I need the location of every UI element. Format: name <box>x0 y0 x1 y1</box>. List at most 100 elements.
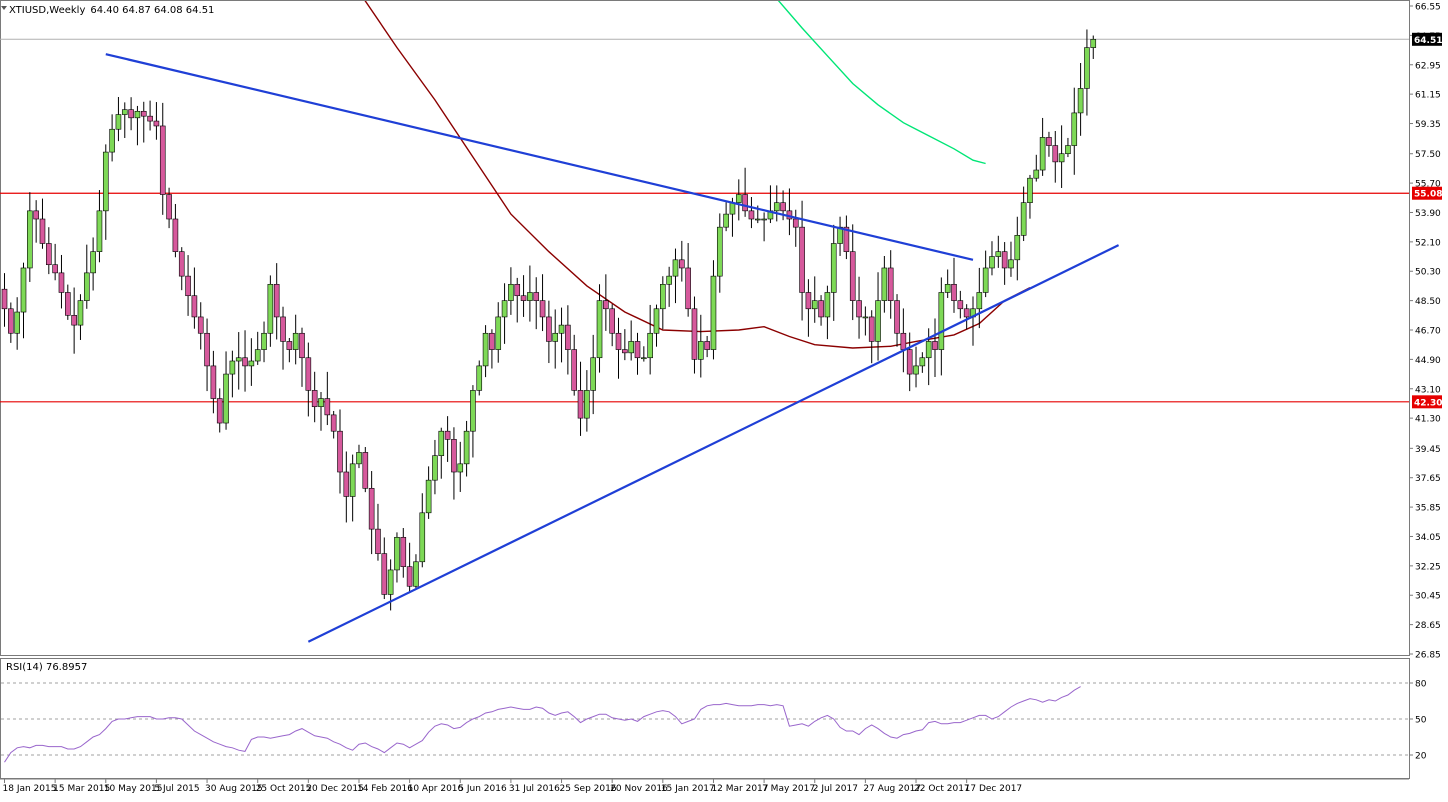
bearish-candle-body <box>451 439 457 473</box>
price-tick-label: 43.10 <box>1415 385 1441 395</box>
candle <box>1027 174 1033 219</box>
bullish-candle-body <box>476 365 483 391</box>
time-tick-label: 2 Jul 2017 <box>813 784 858 794</box>
bullish-candle-body <box>723 213 729 228</box>
support-badge-box <box>1412 395 1442 409</box>
bullish-candle-body <box>558 324 565 334</box>
bearish-candle-body <box>178 251 185 277</box>
candle <box>204 318 210 392</box>
bullish-candle-body <box>1039 137 1046 171</box>
candle <box>805 279 812 337</box>
candle <box>571 334 578 396</box>
bearish-candle-body <box>1052 145 1059 163</box>
candle <box>419 493 426 568</box>
bearish-candle-body <box>375 528 381 554</box>
candle <box>83 244 90 309</box>
candle <box>862 306 869 336</box>
bearish-candle-body <box>311 390 318 408</box>
bearish-candle-body <box>900 332 907 350</box>
bearish-candle-body <box>603 300 609 310</box>
bearish-candle-body <box>33 210 39 220</box>
time-tick-label: 30 Aug 2015 <box>205 784 263 794</box>
candle <box>837 216 843 256</box>
bullish-candle-body <box>1058 153 1065 163</box>
bullish-candle-body <box>672 259 679 277</box>
candle <box>615 317 622 379</box>
candle <box>830 224 837 321</box>
candle <box>685 243 691 317</box>
candle <box>679 240 685 282</box>
rsi-pane: 80 50 20 RSI(14) 76.8957 <box>0 658 1427 779</box>
candle <box>413 554 419 590</box>
bearish-candle-body <box>330 414 337 432</box>
candle <box>235 332 242 390</box>
bearish-candle-body <box>242 357 248 367</box>
rsi-line <box>4 686 1081 763</box>
candle <box>216 388 223 433</box>
candle <box>963 304 970 330</box>
time-tick-label: 10 May 2015 <box>104 784 163 794</box>
candle <box>432 439 438 495</box>
time-tick-label: 20 Dec 2015 <box>306 784 364 794</box>
candle <box>1001 242 1008 285</box>
bearish-candle-body <box>444 430 451 440</box>
bullish-candle-body <box>1033 169 1040 179</box>
price-tick-label: 57.50 <box>1415 150 1441 160</box>
rsi-tick-label: 80 <box>1415 680 1427 690</box>
bullish-candle-body <box>83 272 90 301</box>
price-tick-label: 37.65 <box>1415 474 1441 484</box>
bullish-candle-body <box>824 292 831 318</box>
bullish-candle-body <box>14 311 20 334</box>
candle <box>210 350 217 414</box>
candle <box>368 471 375 555</box>
price-tick-label: 62.95 <box>1415 61 1441 71</box>
bullish-candle-body <box>223 373 229 424</box>
bullish-candle-body <box>527 292 533 301</box>
candle <box>71 287 77 354</box>
price-tick-label: 44.90 <box>1415 356 1441 366</box>
candle <box>356 444 362 469</box>
bearish-candle-body <box>546 316 552 342</box>
time-tick-label: 5 Jun 2016 <box>458 784 507 794</box>
bearish-candle-body <box>8 308 14 334</box>
bullish-candle-body <box>90 251 96 274</box>
candle <box>697 314 704 378</box>
bullish-candle-body <box>653 308 660 334</box>
candle <box>514 277 521 323</box>
uptrend-trendline[interactable] <box>307 244 1120 643</box>
candle <box>628 320 634 361</box>
candle <box>976 267 983 329</box>
bullish-candle-body <box>1020 202 1027 236</box>
bullish-candle-body <box>989 256 995 269</box>
bullish-candle-body <box>596 300 603 359</box>
bearish-candle-body <box>46 243 52 266</box>
candle <box>622 329 628 361</box>
bearish-candle-body <box>280 316 286 342</box>
candle <box>641 346 647 362</box>
bearish-candle-body <box>343 471 350 497</box>
candle <box>735 179 742 221</box>
candle <box>944 269 951 298</box>
bullish-candle-body <box>261 332 267 350</box>
candle <box>938 277 945 376</box>
candle <box>634 332 641 375</box>
downtrend-trendline[interactable] <box>105 53 974 261</box>
bullish-candle-body <box>919 357 926 367</box>
bullish-candle-body <box>660 283 666 310</box>
candle <box>1065 137 1071 158</box>
bearish-candle-body <box>679 259 685 269</box>
candle <box>710 260 717 360</box>
bullish-candle-body <box>248 360 255 367</box>
bearish-candle-body <box>780 202 786 212</box>
candle <box>723 202 729 232</box>
bullish-candle-body <box>982 267 989 293</box>
bullish-candle-body <box>944 283 951 293</box>
bullish-candle-body <box>754 218 761 221</box>
bearish-candle-body <box>1046 137 1052 146</box>
bullish-candle-body <box>881 267 888 301</box>
candle <box>451 427 457 500</box>
bearish-candle-body <box>615 332 622 350</box>
bullish-candle-body <box>419 512 426 563</box>
candle <box>438 427 445 479</box>
